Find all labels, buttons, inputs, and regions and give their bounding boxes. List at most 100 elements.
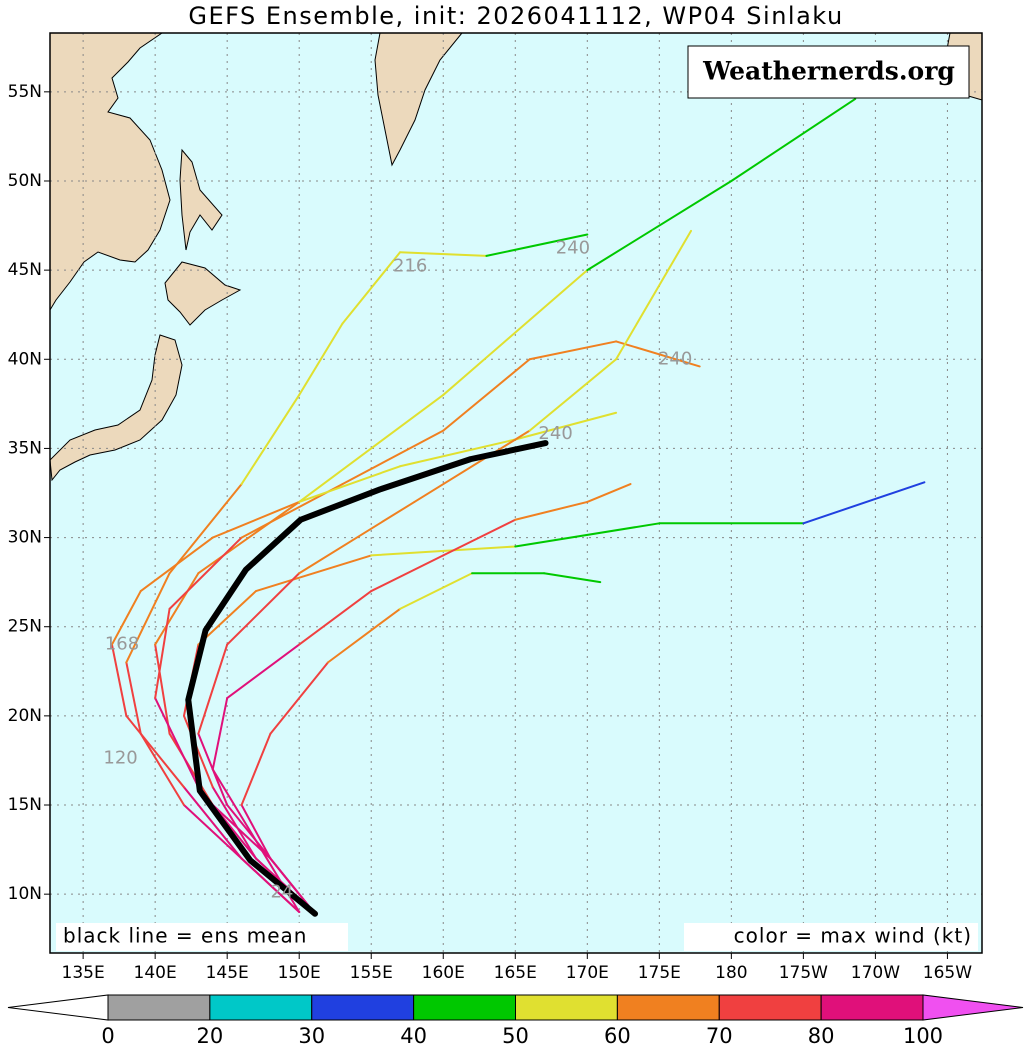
member-segment (442, 518, 517, 557)
member-segment (182, 804, 243, 860)
member-segment (514, 522, 661, 548)
member-segment (154, 643, 171, 735)
colorbar-cell (718, 994, 822, 1021)
mean-track (185, 440, 549, 917)
right-note: color = max wind (kt) (734, 924, 972, 948)
member-segment (341, 429, 445, 486)
colorbar-label: 30 (298, 1024, 325, 1048)
member-segment (197, 590, 257, 646)
colorbar-label: 60 (604, 1024, 631, 1048)
member-segment (298, 500, 416, 575)
member-segment (110, 643, 128, 717)
hour-label: 24 (270, 881, 293, 902)
x-tick-label: 160E (422, 963, 465, 983)
member-segment (110, 590, 142, 646)
member-segment (211, 697, 229, 771)
member-segment (211, 786, 257, 860)
watermark-box (687, 45, 970, 99)
colorbar: 0 20 30 40 50 60 70 80 100 (7, 994, 1024, 1048)
x-tick-label: 155E (350, 963, 393, 983)
member-segment (442, 358, 531, 432)
member-segment (269, 661, 330, 735)
colorbar-cell (209, 994, 313, 1021)
y-tick-label: 25N (8, 617, 42, 637)
y-tick-label: 55N (8, 82, 42, 102)
member-segment (399, 572, 474, 610)
member-segment (442, 269, 589, 396)
frame (49, 32, 983, 954)
member-segment (543, 572, 602, 584)
member-segment (182, 786, 243, 860)
member-segment (298, 322, 344, 396)
asia (49, 32, 171, 312)
left-note: black line = ens mean (63, 924, 308, 948)
y-tick-label: 40N (8, 349, 42, 369)
member-segment (168, 732, 214, 807)
member-segment (514, 411, 618, 441)
member-segment (197, 643, 229, 735)
member-segment (370, 545, 517, 557)
hokkaido (164, 261, 242, 326)
y-tick-label: 15N (8, 795, 42, 815)
hour-label: 240 (538, 423, 572, 444)
member-segment (413, 429, 531, 503)
y-tick-label: 35N (8, 438, 42, 458)
x-tick-label: 135E (62, 963, 105, 983)
colorbar-label: 100 (903, 1024, 943, 1048)
y-tick-label: 30N (8, 528, 42, 548)
member-segment (370, 554, 445, 593)
x-tick-label: 175E (638, 963, 681, 983)
member-segment (182, 714, 214, 789)
member-segment (586, 483, 632, 503)
member-segment (399, 438, 517, 468)
x-tick-label: 170W (851, 963, 900, 983)
colorbar-label: 70 (706, 1024, 733, 1048)
colorbar-over (922, 994, 1024, 1021)
colorbar-cell (311, 994, 415, 1021)
member-segment (226, 572, 301, 646)
member-segment (197, 732, 229, 807)
member-segment (125, 714, 185, 789)
member-segment (298, 590, 373, 646)
colorbar-label: 20 (197, 1024, 224, 1048)
y-tick-label: 20N (8, 706, 42, 726)
member-segment (240, 732, 272, 807)
colorbar-under (7, 994, 109, 1021)
colorbar-cell (107, 994, 211, 1021)
x-tick-label: 180 (715, 963, 747, 983)
member-segment (125, 661, 142, 735)
note-box (684, 923, 978, 951)
member-segment (514, 500, 589, 521)
member-segment (802, 481, 926, 525)
hour-label: 120 (103, 748, 137, 769)
member-segment (528, 358, 618, 432)
hour-label: 240 (658, 348, 692, 369)
member-segment (211, 768, 257, 842)
hour-label: 168 (105, 634, 139, 655)
member-segment (528, 340, 618, 361)
hour-label: 216 (393, 256, 427, 277)
colorbar-label: 40 (400, 1024, 427, 1048)
member-segment (615, 229, 693, 361)
member-segment (240, 857, 301, 913)
member-segment (154, 697, 200, 789)
member-segment (226, 643, 301, 700)
member-segment (327, 607, 402, 664)
y-tick-label: 45N (8, 260, 42, 280)
member-segment (226, 804, 272, 860)
member-segment (154, 607, 171, 700)
member-segment (399, 251, 488, 257)
member-segment (341, 251, 402, 325)
member-segment (139, 732, 185, 807)
member-segment (168, 536, 243, 610)
member-segment (298, 465, 402, 503)
member-segment (168, 483, 243, 575)
x-tick-label: 140E (134, 963, 177, 983)
honshu (49, 334, 183, 482)
member-segment (154, 572, 200, 646)
kamchatka (374, 32, 464, 167)
colorbar-cell (413, 994, 516, 1021)
x-tick-label: 175W (779, 963, 828, 983)
